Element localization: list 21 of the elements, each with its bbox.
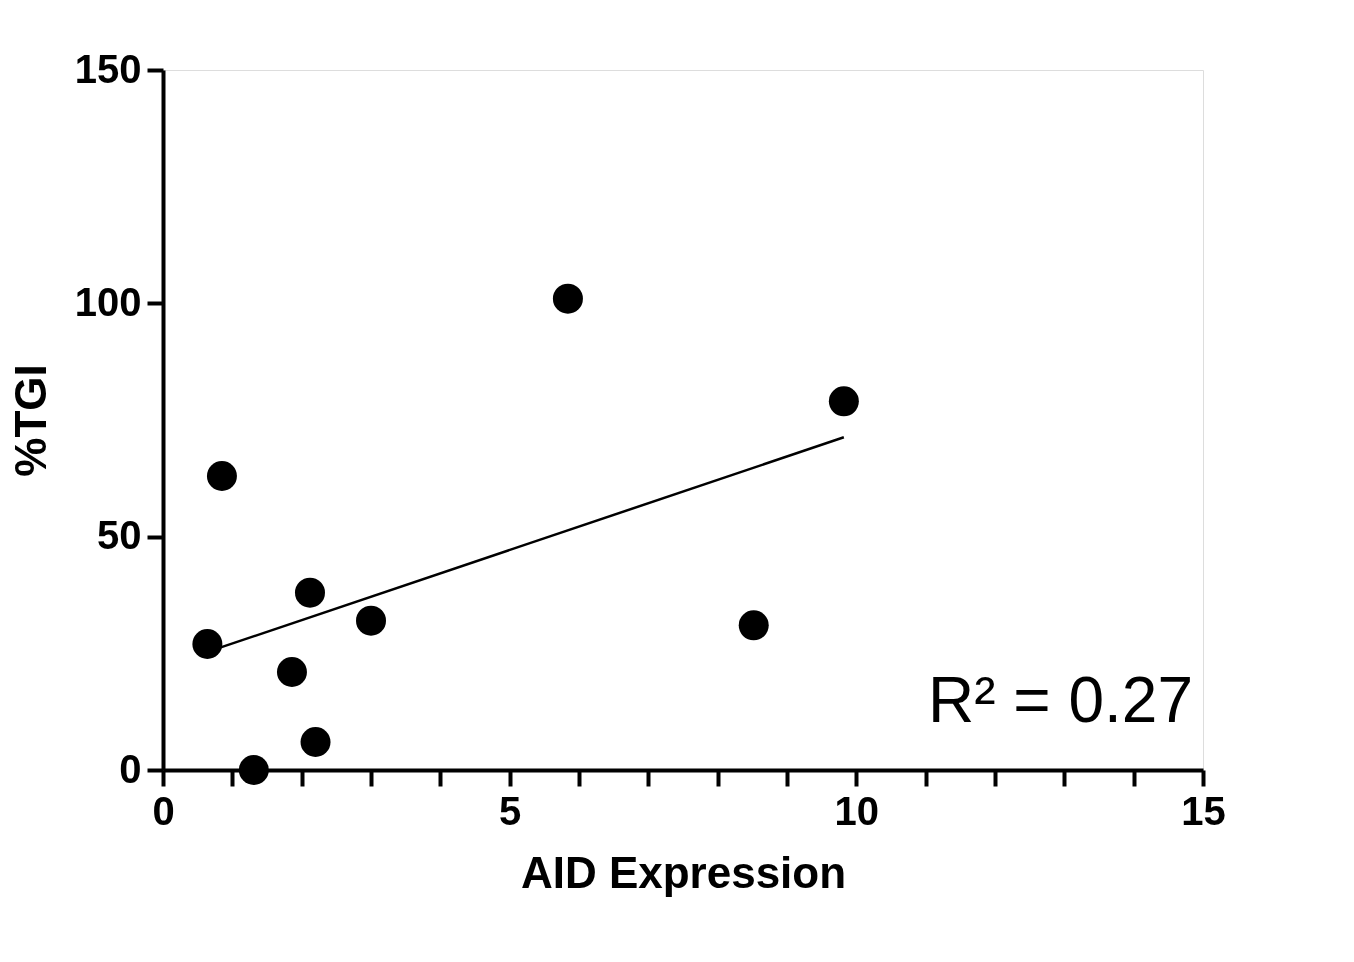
- y-tick-label: 0: [119, 746, 142, 791]
- x-axis-title: AID Expression: [520, 847, 847, 897]
- point: [300, 727, 331, 757]
- x-tick-label: 5: [499, 788, 522, 833]
- point: [828, 386, 859, 417]
- point: [206, 461, 237, 491]
- x-tick-label: 10: [834, 788, 880, 833]
- point: [552, 283, 583, 314]
- point: [192, 629, 223, 659]
- y-axis-title: %TGI: [5, 364, 55, 477]
- y-tick-label: 150: [74, 46, 142, 91]
- point: [738, 610, 769, 641]
- y-tick-label: 100: [74, 279, 142, 324]
- y-tick-label: 50: [97, 513, 142, 558]
- point: [294, 577, 325, 608]
- x-tick-label: 0: [152, 788, 175, 833]
- point: [356, 605, 386, 636]
- point: [276, 657, 307, 687]
- x-tick-label: 15: [1181, 788, 1226, 833]
- annotation: R² = 0.27: [927, 664, 1193, 736]
- point: [238, 755, 269, 785]
